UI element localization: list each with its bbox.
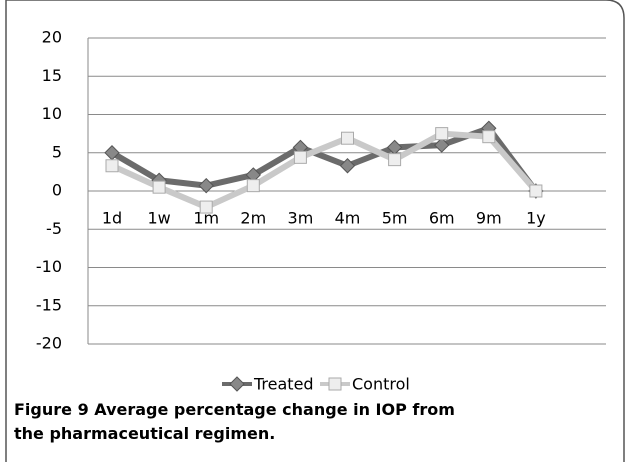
legend-marker <box>229 376 245 392</box>
caption: Figure 9 Average percentage change in IO… <box>14 400 461 443</box>
x-tick-label: 4m <box>335 209 361 228</box>
marker <box>152 180 166 194</box>
x-tick-label: 6m <box>429 209 455 228</box>
x-tick-label: 1w <box>147 209 170 228</box>
marker <box>339 158 356 174</box>
y-tick-label: -20 <box>36 334 62 353</box>
x-tick-label: 1d <box>102 209 122 228</box>
legend-marker <box>328 377 342 391</box>
caption-line: the pharmaceutical regimen. <box>14 424 275 443</box>
y-tick-label: -5 <box>46 219 62 238</box>
marker <box>435 127 449 141</box>
y-tick-label: -10 <box>36 257 62 276</box>
caption-line: Figure 9 Average percentage change in IO… <box>14 400 461 419</box>
x-tick-label: 3m <box>288 209 314 228</box>
y-tick-label: 5 <box>52 142 62 161</box>
marker <box>199 200 213 214</box>
y-tick-label: 20 <box>42 28 62 47</box>
marker <box>105 159 119 173</box>
marker <box>246 179 260 193</box>
marker <box>198 177 214 194</box>
x-tick-label: 2m <box>240 209 266 228</box>
y-tick-label: 10 <box>42 104 62 123</box>
y-tick-label: 15 <box>42 66 62 85</box>
x-tick-label: 1y <box>526 209 546 228</box>
series-line <box>110 130 539 211</box>
x-tick-label: 5m <box>382 209 408 228</box>
marker <box>293 150 307 164</box>
marker <box>433 137 450 153</box>
y-tick-label: 0 <box>52 181 62 200</box>
legend-label: Treated <box>253 375 314 394</box>
y-tick-label: -15 <box>36 295 62 314</box>
legend-label: Control <box>352 375 410 394</box>
marker <box>388 153 402 167</box>
frame <box>6 0 625 462</box>
marker <box>341 131 354 145</box>
marker <box>529 184 543 198</box>
marker <box>482 130 496 144</box>
x-tick-label: 9m <box>476 209 502 228</box>
